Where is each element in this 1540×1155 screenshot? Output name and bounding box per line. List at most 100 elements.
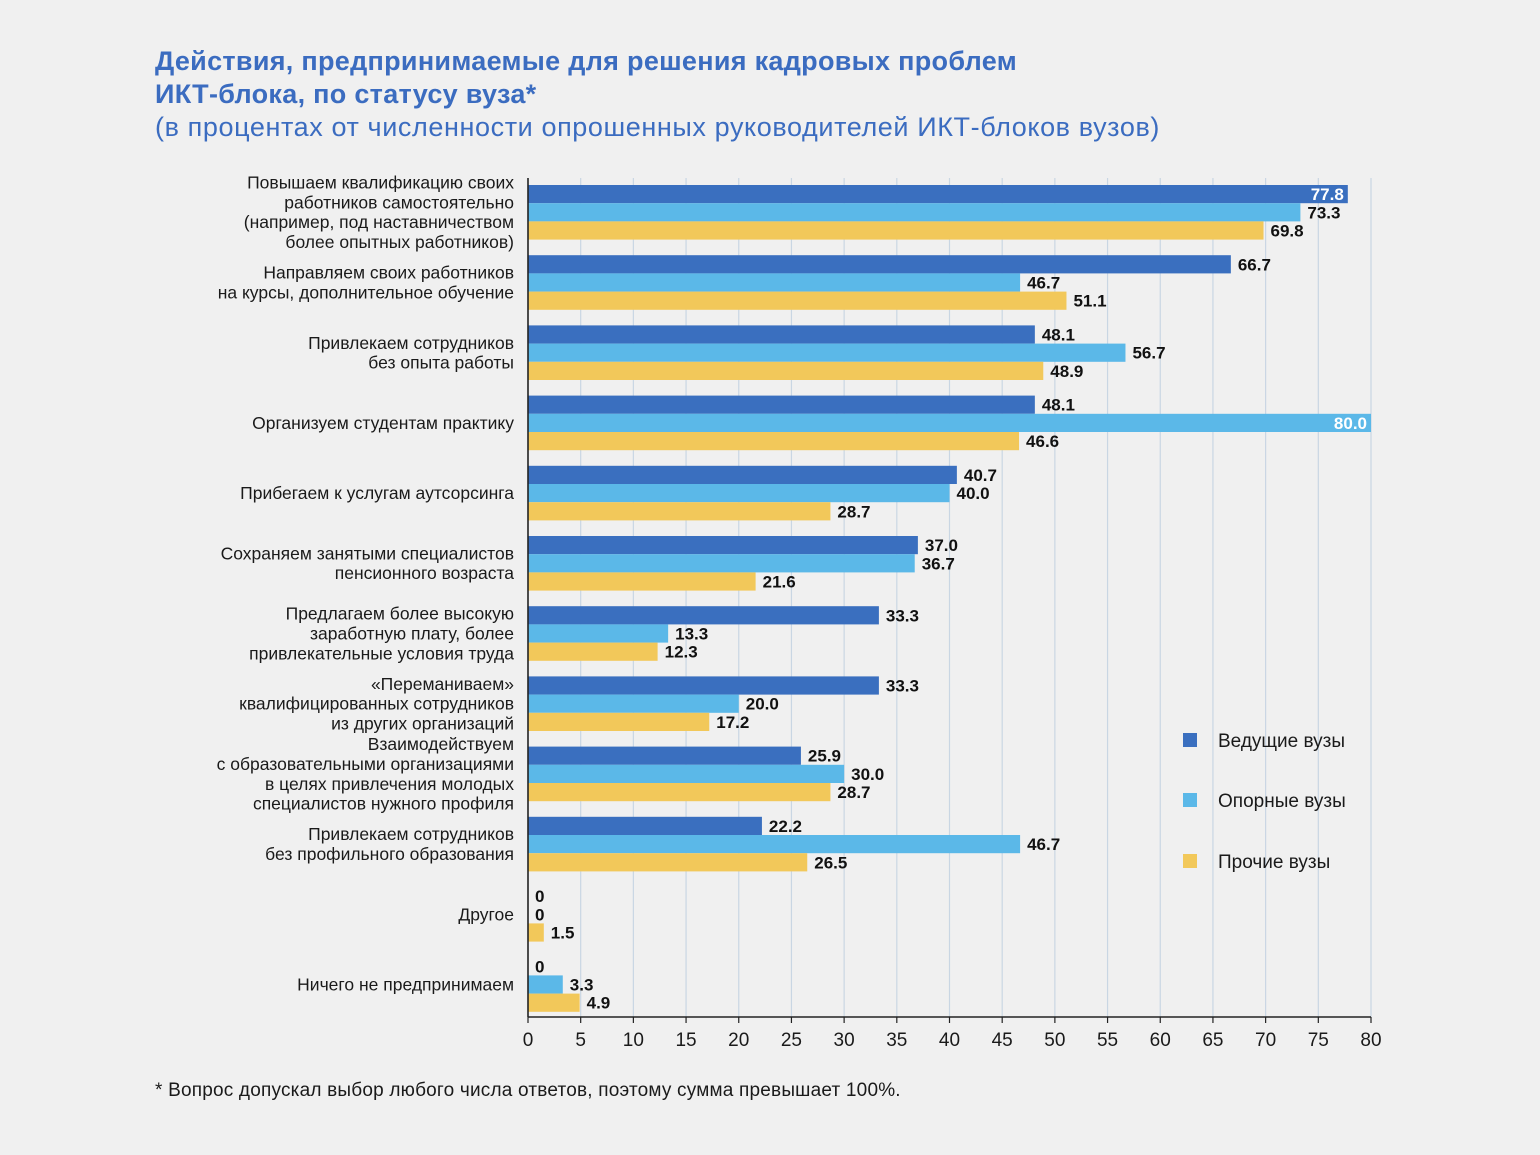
value-label: 48.1 <box>1042 396 1075 415</box>
x-tick-label: 15 <box>675 1030 696 1051</box>
bar-1 <box>528 536 918 555</box>
value-label: 48.1 <box>1042 326 1075 345</box>
value-label: 28.7 <box>837 502 870 521</box>
chart-title-block: Действия, предпринимаемые для решения ка… <box>155 45 1455 144</box>
x-tick-label: 25 <box>781 1030 802 1051</box>
bar-3 <box>528 642 658 661</box>
bar-1 <box>528 185 1348 204</box>
category-label: привлекательные условия труда <box>249 643 514 663</box>
category-label: в целях привлечения молодых <box>265 774 514 794</box>
bar-3 <box>528 221 1264 240</box>
bar-1 <box>528 816 762 835</box>
chart-subtitle: (в процентах от численности опрошенных р… <box>155 112 1161 142</box>
category-label: специалистов нужного профиля <box>253 794 514 814</box>
value-label: 51.1 <box>1073 292 1106 311</box>
bar-2 <box>528 273 1021 292</box>
axes: 0 5 10 15 20 25 30 35 40 45 50 55 60 65 70 75 80 <box>523 178 1382 1051</box>
legend-swatch-3 <box>1183 854 1197 868</box>
x-tick-label: 0 <box>523 1030 534 1051</box>
bar-1 <box>528 255 1231 274</box>
x-tick-label: 35 <box>886 1030 907 1051</box>
category-label: Повышаем квалификацию своих <box>247 173 514 193</box>
x-tick-label: 5 <box>575 1030 586 1051</box>
bar-3 <box>528 502 831 521</box>
category-label: Сохраняем занятыми специалистов <box>221 543 514 563</box>
category-label: квалифицированных сотрудников <box>239 694 514 714</box>
category-label: Ничего не предпринимаем <box>297 975 514 995</box>
value-label: 69.8 <box>1271 222 1304 241</box>
bar-2 <box>528 975 563 994</box>
value-label: 80.0 <box>1334 414 1367 433</box>
category-label: Направляем своих работников <box>263 263 514 283</box>
category-label: пенсионного возраста <box>335 563 514 583</box>
value-label: 46.7 <box>1027 835 1060 854</box>
category-label: более опытных работников) <box>285 232 514 252</box>
category-label: из других организаций <box>331 714 514 734</box>
category-label: с образовательными организациями <box>217 754 514 774</box>
value-label: 4.9 <box>587 994 611 1013</box>
category-label: Прибегаем к услугам аутсорсинга <box>240 483 514 503</box>
value-label: 36.7 <box>922 554 955 573</box>
labels: 77.873.369.8 Повышаем квалификацию своихр… <box>217 173 1367 1013</box>
value-label: 46.6 <box>1026 432 1059 451</box>
value-label: 0 <box>535 905 544 924</box>
category-label: на курсы, дополнительное обучение <box>218 282 514 302</box>
x-tick-label: 70 <box>1255 1030 1276 1051</box>
bar-3 <box>528 923 544 942</box>
x-tick-label: 75 <box>1308 1030 1329 1051</box>
category-label: (например, под наставничеством <box>244 212 514 232</box>
value-label: 26.5 <box>814 853 847 872</box>
legend-swatch-1 <box>1183 733 1197 747</box>
value-label: 0 <box>535 887 544 906</box>
bar-1 <box>528 395 1035 414</box>
value-label: 33.3 <box>886 606 919 625</box>
bar-2 <box>528 694 739 713</box>
value-label: 13.3 <box>675 625 708 644</box>
x-tick-label: 55 <box>1097 1030 1118 1051</box>
bars <box>528 185 1371 1012</box>
bar-1 <box>528 746 801 765</box>
category-label: Привлекаем сотрудников <box>308 824 514 844</box>
value-label: 21.6 <box>763 573 796 592</box>
legend-label: Опорные вузы <box>1218 791 1346 812</box>
category-label: Привлекаем сотрудников <box>308 333 514 353</box>
bar-2 <box>528 624 669 643</box>
category-label: Другое <box>458 904 514 924</box>
bar-2 <box>528 835 1021 854</box>
bar-3 <box>528 572 756 591</box>
value-label: 17.2 <box>716 713 749 732</box>
x-tick-label: 30 <box>834 1030 855 1051</box>
bar-3 <box>528 853 808 872</box>
bar-1 <box>528 606 879 625</box>
bar-1 <box>528 465 957 484</box>
x-tick-label: 40 <box>939 1030 960 1051</box>
category-label: Организуем студентам практику <box>252 413 514 433</box>
bar-3 <box>528 361 1044 380</box>
value-label: 48.9 <box>1050 362 1083 381</box>
value-label: 73.3 <box>1307 203 1340 222</box>
value-label: 12.3 <box>665 643 698 662</box>
bar-2 <box>528 484 950 503</box>
bar-2 <box>528 554 915 573</box>
value-label: 28.7 <box>837 783 870 802</box>
value-label: 25.9 <box>808 747 841 766</box>
value-label: 37.0 <box>925 536 958 555</box>
legend-label: Ведущие вузы <box>1218 731 1345 752</box>
value-label: 22.2 <box>769 817 802 836</box>
value-label: 46.7 <box>1027 274 1060 293</box>
x-tick-label: 80 <box>1360 1030 1381 1051</box>
bar-1 <box>528 676 879 695</box>
category-label: работников самостоятельно <box>284 192 514 212</box>
x-tick-label: 10 <box>623 1030 644 1051</box>
value-label: 56.7 <box>1132 344 1165 363</box>
bar-2 <box>528 413 1371 432</box>
footnote: * Вопрос допускал выбор любого числа отв… <box>155 1080 901 1101</box>
value-label: 30.0 <box>851 765 884 784</box>
category-label: без опыта работы <box>368 353 514 373</box>
x-tick-label: 50 <box>1044 1030 1065 1051</box>
value-label: 40.7 <box>964 466 997 485</box>
bar-3 <box>528 291 1067 310</box>
category-label: заработную плату, более <box>310 624 514 644</box>
value-label: 40.0 <box>957 484 990 503</box>
